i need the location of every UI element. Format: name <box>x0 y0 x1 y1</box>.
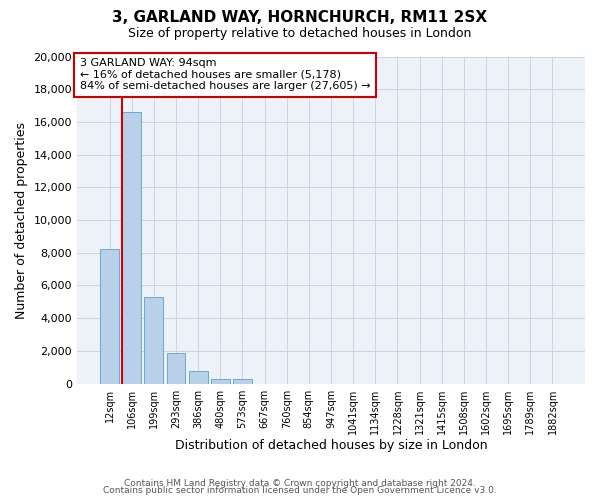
Bar <box>167 354 185 384</box>
Bar <box>145 297 163 384</box>
Text: Size of property relative to detached houses in London: Size of property relative to detached ho… <box>128 28 472 40</box>
Bar <box>100 250 119 384</box>
Bar <box>211 379 230 384</box>
Text: Contains HM Land Registry data © Crown copyright and database right 2024.: Contains HM Land Registry data © Crown c… <box>124 478 476 488</box>
Y-axis label: Number of detached properties: Number of detached properties <box>15 122 28 318</box>
Text: 3, GARLAND WAY, HORNCHURCH, RM11 2SX: 3, GARLAND WAY, HORNCHURCH, RM11 2SX <box>112 10 488 25</box>
Bar <box>189 370 208 384</box>
Text: 3 GARLAND WAY: 94sqm
← 16% of detached houses are smaller (5,178)
84% of semi-de: 3 GARLAND WAY: 94sqm ← 16% of detached h… <box>80 58 370 92</box>
Bar <box>233 380 252 384</box>
Text: Contains public sector information licensed under the Open Government Licence v3: Contains public sector information licen… <box>103 486 497 495</box>
X-axis label: Distribution of detached houses by size in London: Distribution of detached houses by size … <box>175 440 487 452</box>
Bar <box>122 112 141 384</box>
